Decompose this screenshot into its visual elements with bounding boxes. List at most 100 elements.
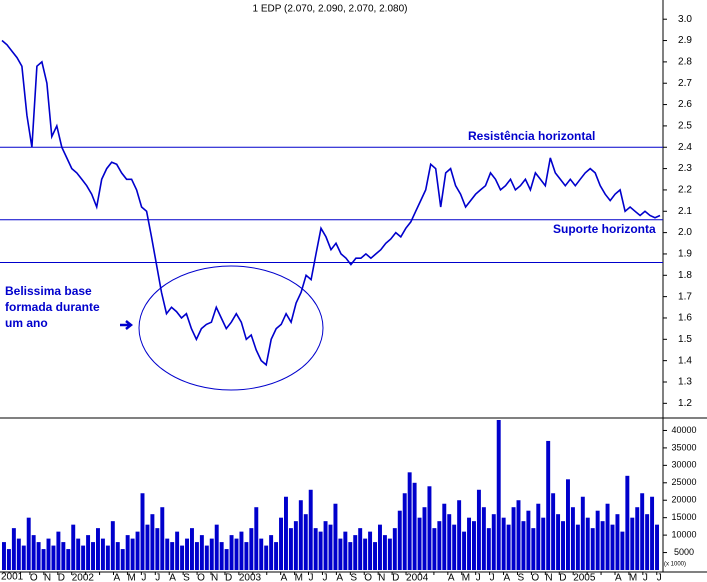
volume-bar bbox=[437, 521, 442, 570]
volume-bar bbox=[373, 542, 377, 570]
volume-bar bbox=[160, 507, 165, 570]
volume-bar bbox=[234, 538, 239, 570]
x-tick-label: N bbox=[211, 573, 218, 582]
y-tick-label: 10000 bbox=[671, 529, 696, 539]
volume-bar bbox=[16, 538, 21, 570]
volume-bar bbox=[328, 524, 333, 570]
x-tick-label: A bbox=[169, 573, 176, 582]
volume-bar bbox=[338, 538, 343, 570]
volume-bar bbox=[516, 500, 521, 570]
volume-unit: (x 1000) bbox=[664, 562, 686, 568]
y-tick-label: 2.4 bbox=[678, 142, 692, 153]
volume-bar bbox=[526, 510, 531, 570]
x-tick-label: N bbox=[378, 573, 385, 582]
x-tick-label: M bbox=[127, 573, 135, 582]
y-tick-label: 20000 bbox=[671, 495, 696, 505]
volume-bar bbox=[630, 517, 635, 570]
y-tick-label: 2.8 bbox=[678, 57, 692, 68]
x-tick-label: D bbox=[58, 573, 65, 582]
x-tick-label: A bbox=[615, 573, 622, 582]
volume-bar bbox=[125, 535, 130, 570]
volume-bar bbox=[41, 549, 46, 570]
volume-bar bbox=[422, 507, 427, 570]
volume-bar bbox=[343, 531, 348, 570]
volume-bar bbox=[269, 535, 274, 570]
volume-bar bbox=[605, 503, 610, 570]
volume-bar bbox=[595, 510, 600, 570]
volume-bar bbox=[541, 517, 546, 570]
volume-bar bbox=[382, 535, 387, 570]
chart-title: 1 EDP (2.070, 2.090, 2.070, 2.080) bbox=[253, 4, 408, 15]
volume-bar bbox=[81, 545, 86, 570]
x-tick-label: O bbox=[364, 573, 372, 582]
volume-bar bbox=[467, 517, 471, 570]
volume-bar bbox=[551, 493, 556, 570]
y-tick-label: 2.9 bbox=[678, 35, 692, 46]
x-tick-label: O bbox=[531, 573, 539, 582]
volume-bar bbox=[640, 493, 645, 570]
y-tick-label: 2.0 bbox=[678, 227, 692, 238]
volume-bar bbox=[378, 524, 382, 570]
volume-bar bbox=[645, 514, 650, 570]
y-tick-label: 2.1 bbox=[678, 206, 692, 217]
volume-bar bbox=[303, 514, 308, 570]
volume-bar bbox=[575, 524, 580, 570]
volume-bar bbox=[427, 486, 432, 570]
volume-bar bbox=[392, 528, 397, 570]
volume-bar bbox=[249, 528, 254, 570]
volume-bar bbox=[204, 545, 209, 570]
y-tick-label: 35000 bbox=[671, 442, 696, 452]
x-tick-label: J bbox=[490, 573, 495, 582]
x-tick-label: A bbox=[504, 573, 511, 582]
x-tick-label: M bbox=[462, 573, 470, 582]
x-tick-label: D bbox=[392, 573, 399, 582]
y-tick-label: 40000 bbox=[671, 425, 696, 435]
volume-bar bbox=[481, 507, 486, 570]
y-tick-label: 1.8 bbox=[678, 270, 692, 281]
x-tick-label: S bbox=[183, 573, 190, 582]
volume-bar bbox=[590, 528, 595, 570]
volume-bar bbox=[407, 472, 412, 570]
volume-bar bbox=[556, 514, 561, 570]
volume-bar bbox=[298, 500, 303, 570]
x-tick-label: D bbox=[559, 573, 566, 582]
volume-bar bbox=[86, 535, 91, 570]
volume-bar bbox=[600, 521, 605, 570]
volume-bar bbox=[150, 514, 155, 570]
volume-bar bbox=[209, 538, 214, 570]
volume-bar bbox=[412, 482, 417, 570]
volume-bar bbox=[31, 535, 36, 570]
volume-bar bbox=[348, 542, 353, 570]
volume-bar bbox=[521, 521, 526, 570]
volume-bar bbox=[100, 538, 105, 570]
x-tick-label: 2003 bbox=[239, 573, 262, 582]
volume-bar bbox=[110, 521, 115, 570]
volume-bar bbox=[570, 507, 575, 570]
volume-bar bbox=[462, 531, 467, 570]
volume-bar bbox=[313, 528, 318, 570]
volume-bar bbox=[259, 538, 264, 570]
volume-bar bbox=[417, 517, 422, 570]
volume-bar bbox=[61, 542, 66, 570]
volume-bar bbox=[610, 524, 615, 570]
volume-bar bbox=[333, 503, 338, 570]
x-tick-label: J bbox=[309, 573, 314, 582]
volume-bar bbox=[284, 496, 288, 570]
volume-bar bbox=[244, 542, 249, 570]
x-tick-label: 2005 bbox=[573, 573, 596, 582]
volume-bar bbox=[279, 517, 283, 570]
volume-bar bbox=[199, 535, 204, 570]
volume-bar bbox=[254, 507, 259, 570]
volume-bar bbox=[51, 545, 56, 570]
x-tick-label: J bbox=[643, 573, 648, 582]
price-line bbox=[1, 39, 661, 367]
x-tick-label: A bbox=[114, 573, 121, 582]
volume-bar bbox=[11, 528, 16, 570]
volume-bar bbox=[353, 535, 358, 570]
volume-bar bbox=[452, 524, 457, 570]
volume-bar bbox=[387, 538, 392, 570]
volume-bar bbox=[155, 528, 160, 570]
x-tick-label: A bbox=[448, 573, 455, 582]
x-tick-label: O bbox=[197, 573, 205, 582]
